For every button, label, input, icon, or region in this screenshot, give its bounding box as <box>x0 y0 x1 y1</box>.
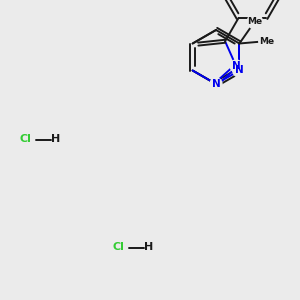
Text: N: N <box>235 65 244 76</box>
Circle shape <box>230 60 242 72</box>
Text: H: H <box>51 134 60 145</box>
Text: Cl: Cl <box>112 242 124 253</box>
Text: N: N <box>232 61 240 71</box>
Circle shape <box>248 14 262 29</box>
Circle shape <box>233 64 246 77</box>
Circle shape <box>259 34 274 49</box>
Text: H: H <box>144 242 153 253</box>
Text: Me: Me <box>247 17 262 26</box>
Text: Cl: Cl <box>20 134 32 145</box>
Text: Me: Me <box>259 37 274 46</box>
Text: N: N <box>212 79 220 89</box>
Circle shape <box>210 78 222 90</box>
